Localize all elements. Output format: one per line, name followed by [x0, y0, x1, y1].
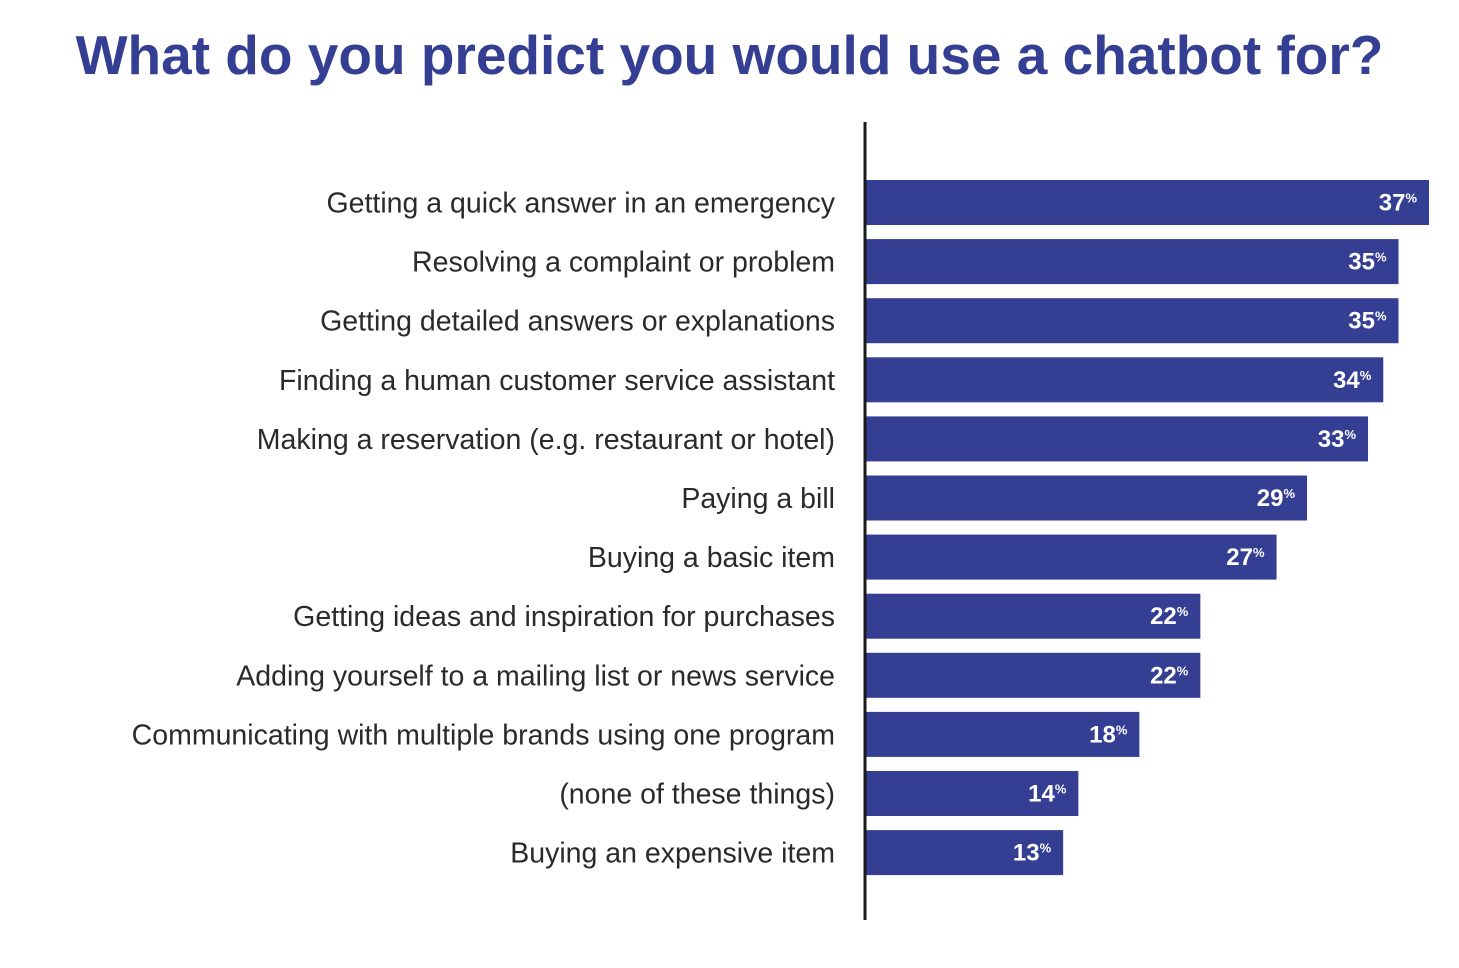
category-label: Communicating with multiple brands using…	[132, 719, 835, 751]
bar	[865, 416, 1369, 462]
value-label: 35%	[1348, 308, 1387, 335]
category-label: Adding yourself to a mailing list or new…	[236, 660, 835, 692]
category-label: Buying a basic item	[588, 542, 835, 574]
category-label: Resolving a complaint or problem	[412, 247, 835, 279]
bar	[865, 830, 1064, 876]
bars-layer	[865, 180, 1429, 876]
category-label: Getting detailed answers or explanations	[320, 306, 835, 338]
value-label: 22%	[1150, 662, 1189, 689]
category-label: Paying a bill	[681, 483, 835, 515]
category-labels-layer: Getting a quick answer in an emergency Re…	[132, 188, 836, 870]
bar	[865, 534, 1277, 580]
bar	[865, 652, 1201, 698]
category-label: (none of these things)	[559, 779, 835, 811]
bar	[865, 357, 1384, 403]
value-label: 18%	[1089, 721, 1128, 748]
value-label: 33%	[1318, 426, 1357, 453]
bar	[865, 711, 1140, 757]
bar	[865, 239, 1399, 285]
bar	[865, 771, 1079, 816]
bar	[865, 593, 1201, 639]
value-label: 14%	[1028, 781, 1067, 808]
value-label: 37%	[1379, 190, 1418, 217]
bar	[865, 180, 1429, 225]
bar	[865, 475, 1308, 521]
value-label: 34%	[1333, 367, 1372, 394]
category-label: Getting ideas and inspiration for purcha…	[293, 601, 835, 633]
value-labels-layer: 37% 35% 35% 34% 33% 29% 27% 22% 22% 18% 14% 13%	[1013, 190, 1418, 867]
value-label: 35%	[1348, 249, 1387, 276]
value-label: 13%	[1013, 840, 1052, 867]
bar	[865, 298, 1399, 344]
category-label: Making a reservation (e.g. restaurant or…	[257, 424, 835, 456]
value-label: 22%	[1150, 603, 1189, 630]
value-label: 27%	[1226, 544, 1265, 571]
category-label: Finding a human customer service assista…	[279, 365, 835, 397]
category-label: Getting a quick answer in an emergency	[326, 188, 835, 220]
chart-title: What do you predict you would use a chat…	[75, 24, 1384, 86]
value-label: 29%	[1257, 485, 1296, 512]
category-label: Buying an expensive item	[510, 838, 835, 870]
